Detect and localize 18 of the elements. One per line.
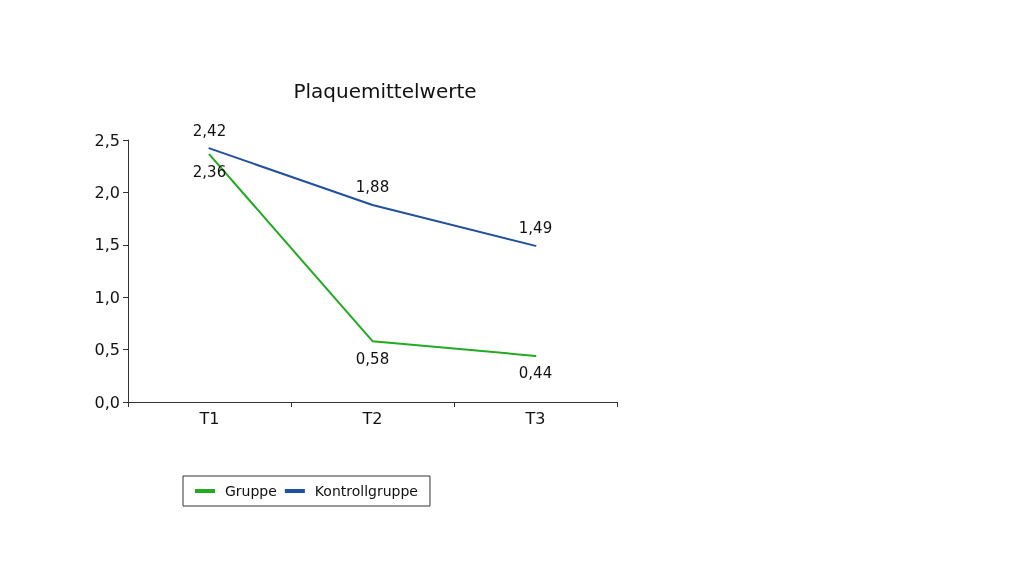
data-label: 2,36 [192, 163, 227, 182]
y-tick-label: 2,5 [94, 130, 120, 150]
legend-label: Gruppe [225, 483, 277, 499]
legend-label: Kontrollgruppe [314, 483, 418, 499]
y-tick-label: 1,5 [94, 235, 120, 255]
data-label: 1,49 [518, 219, 553, 238]
x-tick-label: T2 [361, 408, 383, 428]
data-label: 0,58 [355, 349, 390, 368]
x-tick-label: T1 [198, 408, 220, 428]
y-tick-label: 1,0 [94, 287, 120, 307]
chart-title: Plaquemittelwerte [293, 79, 477, 103]
data-label: 2,42 [192, 121, 227, 140]
y-tick-label: 2,0 [94, 182, 120, 202]
y-tick-label: 0,5 [94, 340, 120, 360]
data-label: 1,88 [355, 178, 390, 197]
x-tick-label: T3 [524, 408, 546, 428]
y-tick-label: 0,0 [94, 392, 120, 412]
data-label: 0,44 [518, 364, 553, 383]
